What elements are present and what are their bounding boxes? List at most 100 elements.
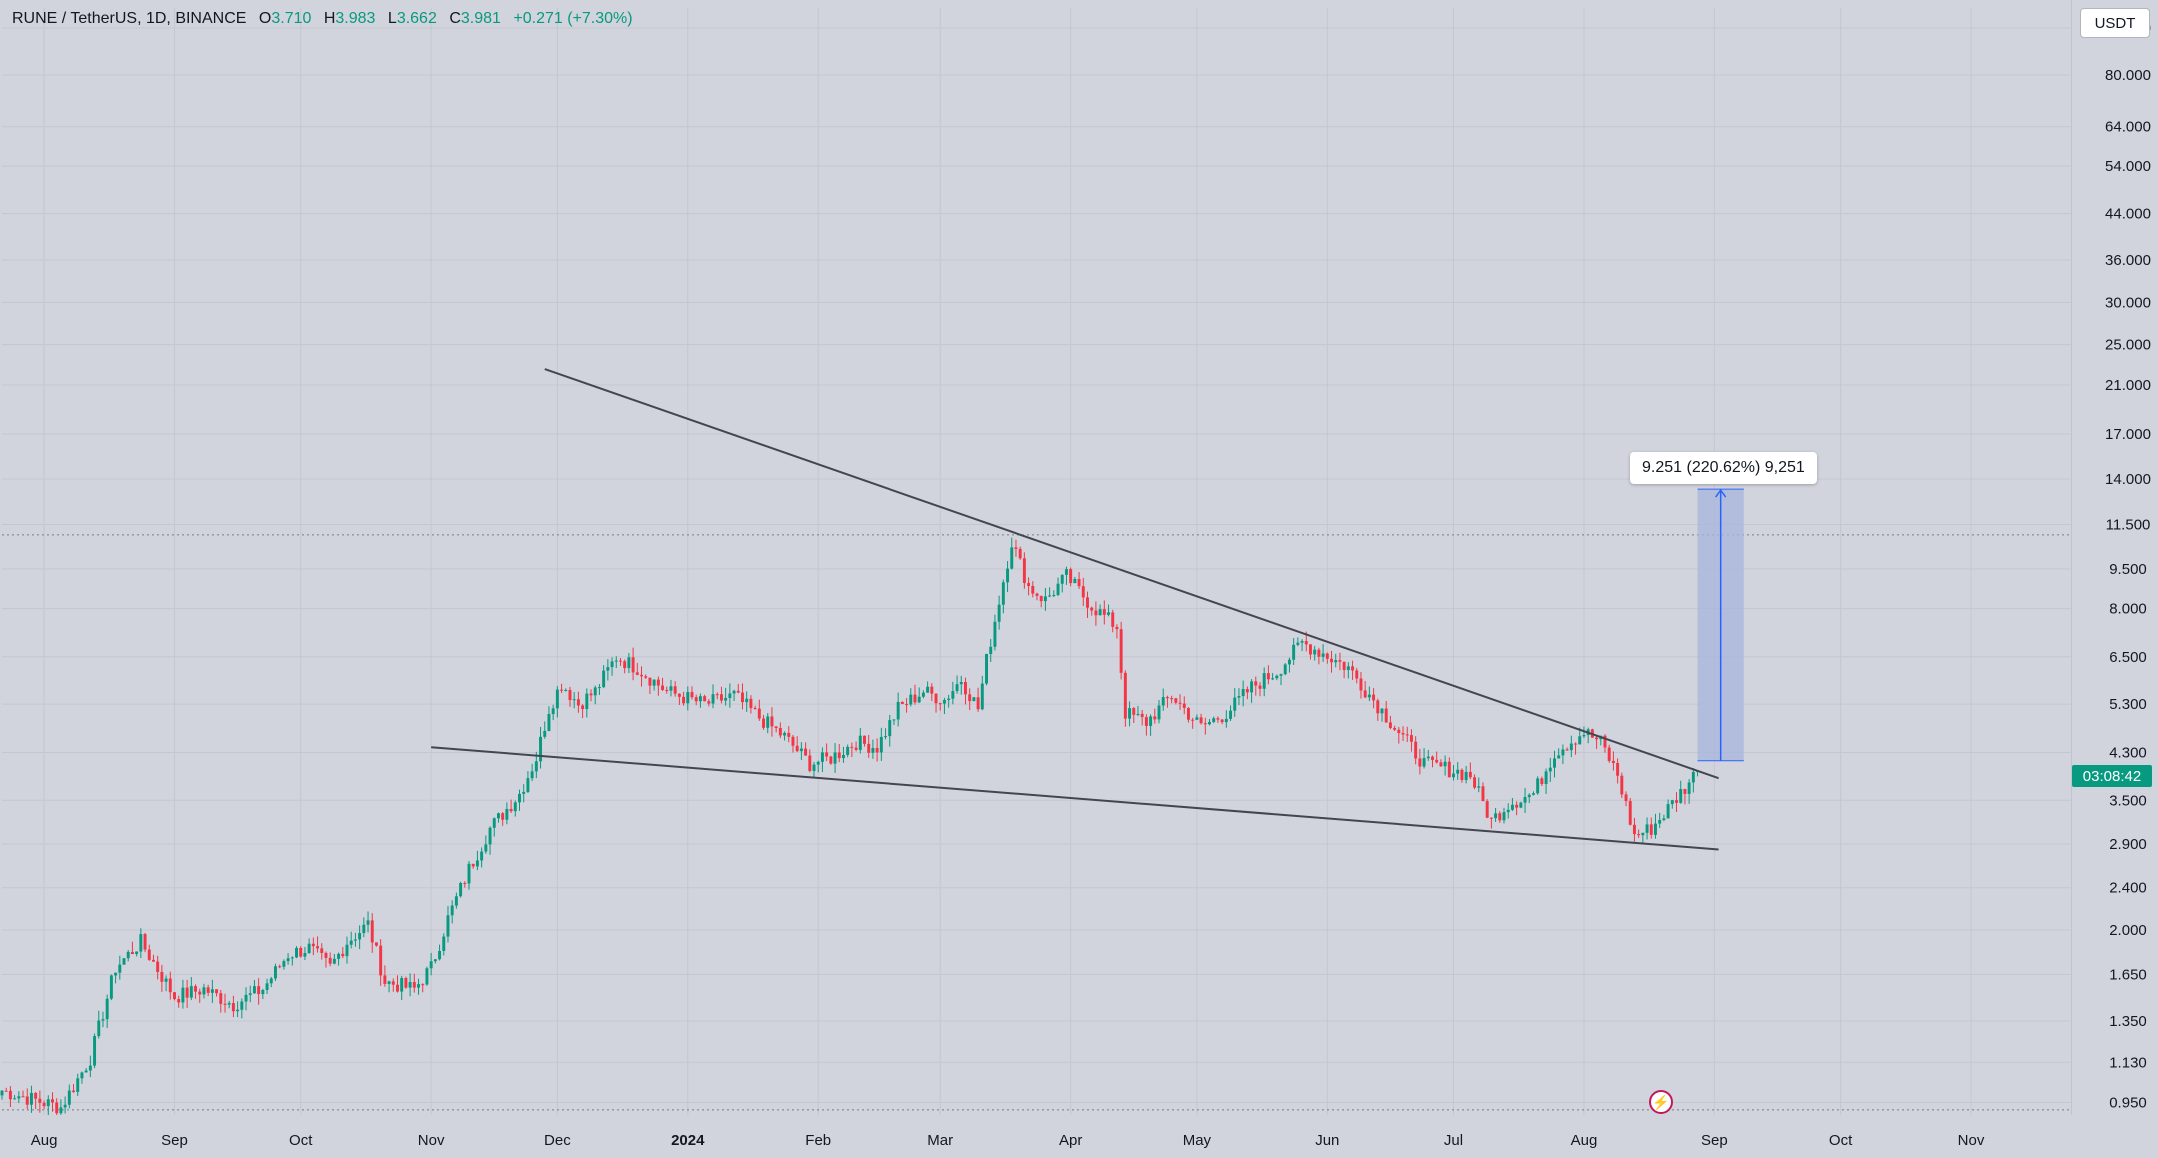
candle[interactable] (282, 959, 286, 970)
candle[interactable] (379, 939, 383, 986)
candle[interactable] (223, 993, 227, 1013)
candle[interactable] (1447, 757, 1451, 778)
candle[interactable] (1250, 679, 1254, 703)
candle[interactable] (686, 686, 690, 711)
candle[interactable] (1666, 799, 1670, 819)
candle[interactable] (295, 946, 298, 959)
candle[interactable] (854, 741, 858, 752)
candle[interactable] (198, 988, 202, 1003)
candle[interactable] (1334, 653, 1338, 668)
candle[interactable] (1388, 715, 1392, 730)
candle[interactable] (1287, 657, 1291, 673)
candle[interactable] (774, 726, 778, 733)
candle[interactable] (762, 714, 765, 730)
candle[interactable] (1473, 774, 1477, 790)
candle[interactable] (513, 800, 517, 817)
candle[interactable] (1435, 751, 1439, 764)
candle[interactable] (55, 1098, 59, 1118)
candlestick-series[interactable] (0, 537, 1700, 1118)
candle[interactable] (1683, 788, 1687, 805)
candle[interactable] (980, 675, 984, 711)
candle[interactable] (585, 688, 589, 718)
candle[interactable] (719, 686, 723, 704)
candle[interactable] (349, 931, 353, 949)
candle[interactable] (593, 685, 597, 705)
candle[interactable] (677, 693, 681, 705)
candle[interactable] (173, 992, 176, 1001)
candle[interactable] (227, 1000, 231, 1009)
candle[interactable] (480, 847, 484, 868)
candle[interactable] (450, 900, 454, 924)
candle[interactable] (707, 699, 711, 707)
candle[interactable] (1161, 688, 1165, 711)
candle[interactable] (1283, 663, 1287, 676)
candle[interactable] (1001, 579, 1005, 614)
candle[interactable] (955, 675, 959, 694)
candle[interactable] (1687, 779, 1691, 804)
candle[interactable] (1477, 777, 1481, 793)
candle[interactable] (408, 973, 412, 997)
candle[interactable] (997, 595, 1001, 630)
candle[interactable] (909, 688, 913, 707)
candle[interactable] (698, 693, 702, 708)
candle[interactable] (383, 965, 387, 987)
candle[interactable] (105, 994, 109, 1029)
candle[interactable] (366, 911, 370, 933)
candle[interactable] (269, 976, 273, 988)
candle[interactable] (496, 812, 500, 823)
candle[interactable] (97, 1010, 101, 1039)
candle[interactable] (1258, 682, 1262, 697)
candle[interactable] (1372, 688, 1376, 709)
candle[interactable] (778, 722, 782, 739)
candle[interactable] (160, 964, 164, 992)
candle[interactable] (1006, 561, 1010, 593)
candle[interactable] (316, 936, 320, 953)
candle[interactable] (1485, 799, 1489, 819)
candle[interactable] (884, 728, 888, 740)
candle[interactable] (261, 988, 265, 1000)
candle[interactable] (1595, 735, 1599, 749)
candle[interactable] (1186, 707, 1190, 723)
candle[interactable] (1132, 707, 1136, 723)
candle[interactable] (543, 721, 547, 739)
candle[interactable] (1279, 673, 1283, 686)
candle[interactable] (362, 917, 366, 938)
candle[interactable] (147, 944, 151, 961)
candle[interactable] (1670, 799, 1674, 809)
candle[interactable] (290, 956, 294, 966)
candle[interactable] (1098, 604, 1102, 616)
candle[interactable] (252, 980, 256, 994)
candle[interactable] (475, 850, 479, 871)
candle[interactable] (42, 1100, 46, 1110)
candle[interactable] (471, 863, 475, 869)
candle[interactable] (181, 979, 185, 1009)
candle[interactable] (29, 1085, 33, 1113)
candle[interactable] (505, 802, 509, 825)
candle[interactable] (1405, 726, 1409, 743)
candle[interactable] (177, 995, 181, 1008)
candle[interactable] (59, 1099, 63, 1115)
candle[interactable] (665, 686, 669, 694)
candle[interactable] (1418, 748, 1422, 775)
candle[interactable] (635, 662, 639, 676)
candle[interactable] (694, 694, 698, 706)
candle[interactable] (808, 749, 812, 773)
candle[interactable] (21, 1090, 25, 1098)
candle[interactable] (1178, 694, 1182, 710)
candle[interactable] (1540, 776, 1544, 787)
candle[interactable] (1662, 814, 1666, 822)
candle[interactable] (244, 987, 248, 1011)
candle[interactable] (1014, 539, 1018, 557)
candle[interactable] (231, 995, 235, 1018)
candle[interactable] (1641, 832, 1645, 845)
candle[interactable] (858, 728, 862, 754)
candle[interactable] (1679, 780, 1683, 804)
candle[interactable] (820, 747, 824, 773)
candle[interactable] (1624, 791, 1628, 807)
candle[interactable] (770, 707, 774, 737)
candle[interactable] (1582, 726, 1586, 739)
candle[interactable] (913, 684, 917, 705)
descending-support-line[interactable] (431, 746, 1719, 851)
candle[interactable] (1506, 803, 1510, 819)
candle[interactable] (1401, 726, 1405, 741)
